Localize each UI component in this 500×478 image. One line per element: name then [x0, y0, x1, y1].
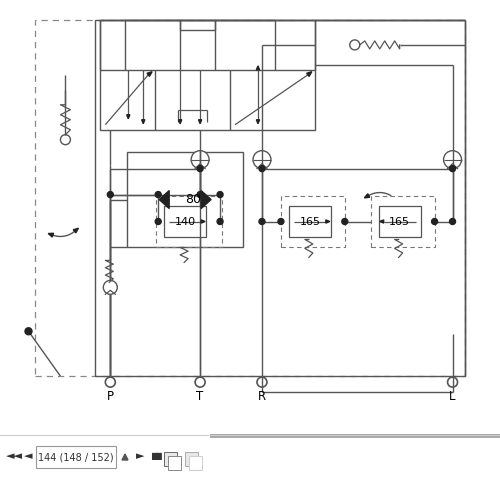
Text: 140: 140	[174, 217, 196, 227]
Bar	[156, 196, 222, 248]
Circle shape	[195, 377, 205, 387]
Bar	[36, 446, 116, 468]
Polygon shape	[256, 66, 260, 70]
Circle shape	[217, 218, 223, 225]
Circle shape	[147, 162, 223, 238]
Text: 165: 165	[300, 217, 320, 227]
Text: ◄: ◄	[24, 451, 32, 461]
Text: P: P	[107, 390, 114, 402]
Circle shape	[155, 192, 161, 197]
Polygon shape	[178, 120, 182, 124]
Text: ►: ►	[136, 451, 144, 461]
Polygon shape	[159, 191, 169, 208]
Text: 80: 80	[185, 193, 201, 206]
Circle shape	[253, 151, 271, 169]
Bar	[210, 434, 500, 438]
Circle shape	[104, 281, 118, 294]
Bar	[378, 206, 420, 238]
Circle shape	[450, 166, 456, 172]
Text: T: T	[196, 390, 203, 402]
Circle shape	[25, 328, 32, 335]
Polygon shape	[198, 120, 202, 124]
Bar	[289, 206, 331, 238]
Text: 144 (148 / 152): 144 (148 / 152)	[38, 452, 114, 462]
Polygon shape	[201, 220, 205, 223]
Circle shape	[197, 166, 203, 172]
Polygon shape	[364, 194, 370, 198]
Polygon shape	[122, 454, 128, 460]
Bar	[281, 196, 345, 248]
Polygon shape	[326, 220, 330, 223]
Circle shape	[106, 377, 116, 387]
Bar	[370, 196, 434, 248]
Bar	[189, 456, 202, 470]
Circle shape	[191, 151, 209, 169]
Polygon shape	[126, 115, 130, 119]
Polygon shape	[48, 233, 54, 237]
Circle shape	[197, 192, 203, 197]
Circle shape	[448, 377, 458, 387]
Bar	[168, 456, 181, 470]
Circle shape	[259, 166, 265, 172]
Circle shape	[257, 377, 267, 387]
Circle shape	[60, 135, 70, 145]
Bar	[128, 152, 243, 248]
Circle shape	[155, 218, 161, 225]
Circle shape	[259, 218, 265, 225]
Polygon shape	[256, 120, 260, 124]
Polygon shape	[147, 72, 152, 76]
Text: L: L	[450, 390, 456, 402]
Text: ██: ██	[150, 453, 162, 459]
Circle shape	[108, 192, 114, 197]
Polygon shape	[201, 191, 211, 208]
Circle shape	[450, 218, 456, 225]
Polygon shape	[306, 72, 312, 76]
Circle shape	[278, 218, 284, 225]
Bar	[36, 20, 465, 376]
Text: ◄◄: ◄◄	[6, 451, 22, 461]
Polygon shape	[74, 228, 78, 233]
Circle shape	[444, 151, 462, 169]
Text: R: R	[258, 390, 266, 402]
Circle shape	[342, 218, 348, 225]
Bar	[100, 70, 315, 130]
Bar	[96, 20, 464, 376]
Circle shape	[217, 192, 223, 197]
Bar	[164, 206, 206, 238]
Polygon shape	[142, 120, 145, 124]
Bar	[164, 452, 177, 466]
Circle shape	[350, 40, 360, 50]
Bar	[185, 452, 198, 466]
Polygon shape	[380, 220, 384, 223]
Text: 165: 165	[389, 217, 410, 227]
Circle shape	[432, 218, 438, 225]
